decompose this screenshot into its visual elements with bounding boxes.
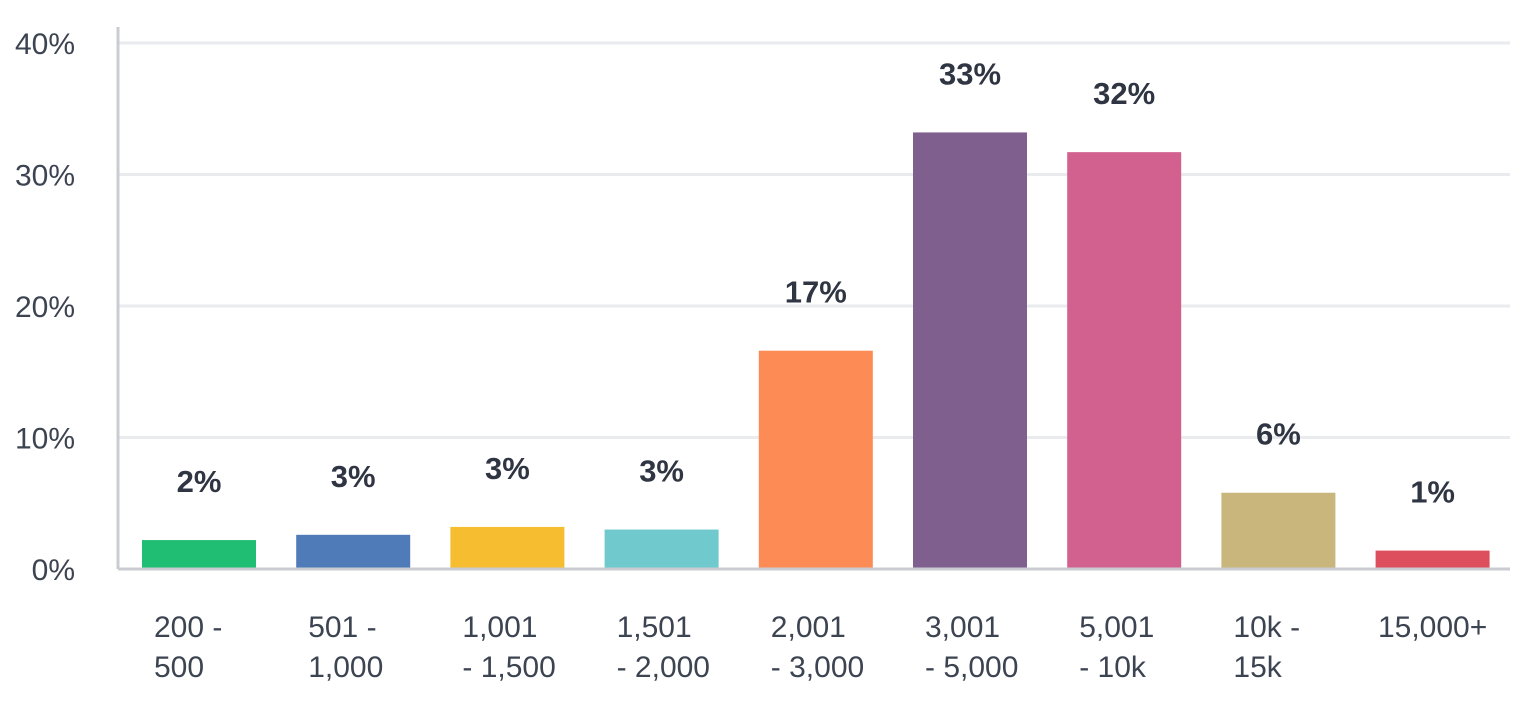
y-tick-label: 10% [15, 423, 75, 456]
y-tick-label: 30% [15, 160, 75, 193]
data-label: 6% [1256, 417, 1301, 452]
x-category-label-line: - 3,000 [771, 651, 864, 684]
y-axis-ticks: 0% 10% 20% 30% 40% [15, 28, 75, 587]
x-category-label: 1,501 - 2,000 [617, 611, 710, 684]
bar [913, 132, 1027, 570]
x-category-label: 1,001 - 1,500 [462, 611, 555, 684]
y-tick-label: 0% [32, 554, 75, 587]
bars [142, 132, 1490, 570]
x-category-label: 200 - 500 [154, 611, 222, 684]
x-category-label: 3,001 - 5,000 [925, 611, 1018, 684]
x-category-label-line: - 1,500 [462, 651, 555, 684]
x-category-label-line: 1,501 [617, 611, 692, 644]
x-category-label-line: 3,001 [925, 611, 1000, 644]
bar [296, 534, 411, 569]
x-category-label: 10k - 15k [1233, 611, 1300, 684]
data-label: 17% [785, 275, 847, 310]
data-label: 32% [1093, 76, 1155, 111]
x-category-label-line: - 2,000 [617, 651, 710, 684]
x-category-label-line: - 10k [1079, 651, 1147, 684]
bar [450, 526, 565, 569]
bar [142, 540, 256, 569]
bar [758, 350, 873, 569]
x-category-label-line: 15,000+ [1378, 611, 1487, 644]
y-tick-label: 20% [15, 291, 75, 324]
x-category-label-line: 15k [1233, 651, 1282, 684]
x-category-label: 5,001 - 10k [1079, 611, 1154, 684]
x-category-label-line: 10k - [1233, 611, 1300, 644]
x-category-label-line: 500 [154, 651, 204, 684]
data-label: 3% [331, 459, 376, 494]
bar [604, 529, 719, 569]
bar [1067, 152, 1182, 569]
data-label: 1% [1410, 475, 1455, 510]
x-category-label: 15,000+ [1378, 611, 1487, 644]
bar [1221, 492, 1336, 569]
x-category-label-line: 2,001 [771, 611, 846, 644]
y-tick-label: 40% [15, 28, 75, 61]
data-label: 3% [639, 454, 684, 489]
data-label: 33% [939, 56, 1001, 91]
x-category-label-line: 501 - [308, 611, 376, 644]
data-label: 2% [177, 464, 222, 499]
x-axis-categories: 200 - 500 501 - 1,000 1,001 - 1,500 1,501 - 2,0… [154, 611, 1487, 684]
data-label: 3% [485, 451, 530, 486]
bar [1375, 550, 1490, 569]
x-category-label-line: 200 - [154, 611, 222, 644]
x-category-label: 501 - 1,000 [308, 611, 383, 684]
x-category-label-line: 5,001 [1079, 611, 1154, 644]
x-category-label-line: 1,001 [462, 611, 537, 644]
x-category-label: 2,001 - 3,000 [771, 611, 864, 684]
data-labels: 2% 3% 3% 3% 17% 33% 32% 6% 1% [177, 56, 1455, 509]
x-category-label-line: 1,000 [308, 651, 383, 684]
x-category-label-line: - 5,000 [925, 651, 1018, 684]
